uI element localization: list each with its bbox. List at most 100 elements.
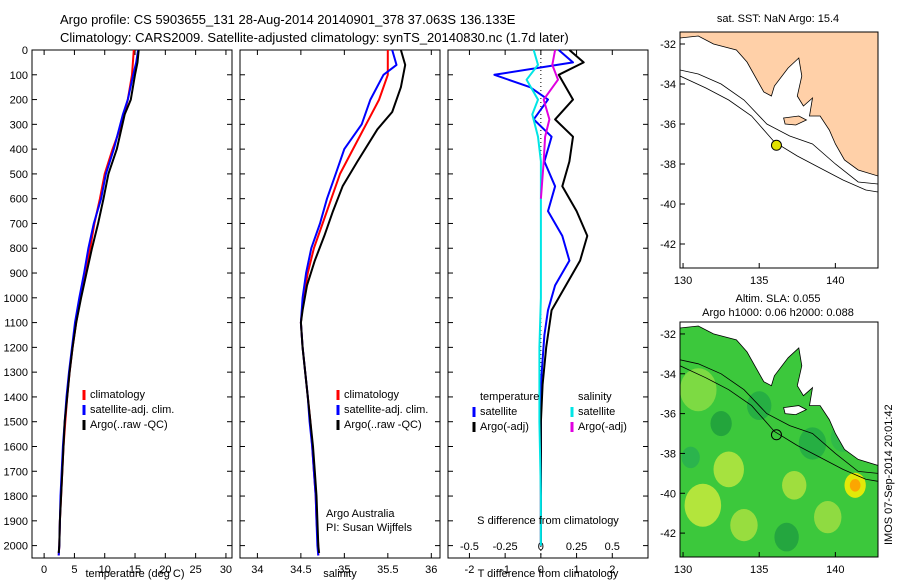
x-tick-label: 25 — [190, 564, 202, 576]
header-line-1: Argo profile: CS 5903655_131 28-Aug-2014… — [60, 12, 516, 27]
sla-anomaly-blob — [710, 411, 732, 437]
y-tick-label: 700 — [10, 218, 28, 230]
difference-top-xlabel: S difference from climatology — [477, 515, 619, 527]
sla-map-title-1: Altim. SLA: 0.055 — [736, 293, 821, 305]
y-tick-label: -42 — [660, 239, 676, 251]
top-x-tick-label: -0.25 — [493, 541, 518, 553]
y-tick-label: 1000 — [4, 293, 28, 305]
x-tick-label: 15 — [129, 564, 141, 576]
difference-panel: -2-1012-0.5-0.2500.250.5temperaturesatel… — [447, 49, 649, 576]
y-tick-label: 0 — [22, 45, 28, 57]
y-tick-label: 600 — [10, 194, 28, 206]
legend-label: satellite — [578, 406, 615, 418]
y-tick-label: 900 — [10, 268, 28, 280]
x-tick-label: -2 — [465, 564, 475, 576]
sla-anomaly-blob — [713, 451, 744, 488]
sla-anomaly-blob — [774, 522, 799, 552]
y-tick-label: 1300 — [4, 367, 28, 379]
legend-label: satellite-adj. clim. — [344, 404, 428, 416]
x-tick-label: 140 — [826, 275, 844, 287]
sla-anomaly-blob — [684, 483, 722, 527]
legend-label: satellite-adj. clim. — [90, 404, 174, 416]
sla-anomaly-blob — [798, 427, 827, 460]
temperature-xlabel: temperature (deg C) — [85, 568, 184, 580]
x-tick-label: 10 — [99, 564, 111, 576]
y-tick-label: -40 — [660, 199, 676, 211]
temperature-panel: 0100200300400500600700800900100011001200… — [4, 45, 233, 576]
plot-frame — [447, 49, 649, 559]
annotation-line-2: PI: Susan Wijffels — [326, 522, 412, 534]
sla-anomaly-blob — [730, 509, 758, 542]
legend-label: Argo(..raw -QC) — [344, 419, 422, 431]
y-tick-label: -34 — [660, 369, 676, 381]
salinity-panel: 34 34.5 35 35.5 36 climatology satellite-adj. … — [239, 49, 441, 576]
x-tick-label: 140 — [826, 564, 844, 576]
y-tick-label: 1800 — [4, 491, 28, 503]
top-x-tick-label: 0.25 — [566, 541, 587, 553]
land-mass — [680, 32, 878, 177]
y-tick-label: -38 — [660, 159, 676, 171]
y-tick-label: -38 — [660, 448, 676, 460]
salinity-xlabel: salinity — [323, 568, 357, 580]
map-frame — [679, 31, 879, 269]
series-line — [57, 49, 140, 554]
x-tick-label: 1 — [574, 564, 580, 576]
y-tick-label: 1200 — [4, 342, 28, 354]
y-tick-label: 1900 — [4, 516, 28, 528]
map-frame — [679, 321, 879, 558]
legend-label: climatology — [344, 389, 400, 401]
x-tick-label: 2 — [609, 564, 615, 576]
y-tick-label: 1400 — [4, 392, 28, 404]
top-x-tick-label: -0.5 — [460, 541, 479, 553]
x-tick-label: 5 — [71, 564, 77, 576]
x-tick-label: 0 — [538, 564, 544, 576]
sla-anomaly-blob — [814, 501, 842, 534]
x-tick-label: 0 — [41, 564, 47, 576]
kangaroo-island — [783, 405, 808, 416]
y-tick-label: -32 — [660, 329, 676, 341]
x-tick-label: 35 — [338, 564, 350, 576]
x-tick-label: 130 — [674, 564, 692, 576]
sla-map-title-2: Argo h1000: 0.06 h2000: 0.088 — [702, 307, 854, 319]
plot-frame — [239, 49, 441, 559]
land-mass — [680, 322, 878, 466]
legend-label: satellite — [480, 406, 517, 418]
bathymetry-contour — [680, 69, 878, 185]
sla-anomaly-blob — [782, 470, 807, 500]
series-line — [299, 49, 407, 554]
legend-group-title: temperature — [480, 391, 539, 403]
bathymetry-contour — [680, 365, 878, 482]
sst-map-panel: 130 135 140 -32 -34 -36 -38 -40 -42 — [660, 31, 879, 287]
y-tick-label: 1700 — [4, 466, 28, 478]
series-line — [539, 49, 589, 546]
legend-label: Argo(-adj) — [578, 421, 627, 433]
x-tick-label: -1 — [500, 564, 510, 576]
bathymetry-contour — [680, 75, 878, 193]
legend-label: climatology — [90, 389, 146, 401]
x-tick-label: 135 — [750, 564, 768, 576]
y-tick-label: 1500 — [4, 417, 28, 429]
sst-map-title: sat. SST: NaN Argo: 15.4 — [717, 13, 839, 25]
y-tick-label: -34 — [660, 79, 676, 91]
y-tick-label: -40 — [660, 488, 676, 500]
x-tick-label: 36 — [425, 564, 437, 576]
y-tick-label: 1600 — [4, 441, 28, 453]
y-tick-label: 200 — [10, 95, 28, 107]
x-tick-label: 30 — [220, 564, 232, 576]
x-tick-label: 35.5 — [377, 564, 398, 576]
y-tick-label: 2000 — [4, 541, 28, 553]
sla-anomaly-blob — [681, 446, 700, 469]
legend-group-title: salinity — [578, 391, 612, 403]
x-tick-label: 135 — [750, 275, 768, 287]
x-tick-label: 20 — [159, 564, 171, 576]
sla-anomaly-blob — [849, 479, 861, 492]
y-tick-label: -32 — [660, 39, 676, 51]
header-line-2: Climatology: CARS2009. Satellite-adjuste… — [60, 30, 569, 45]
annotation-line-1: Argo Australia — [326, 508, 395, 520]
kangaroo-island — [783, 115, 808, 126]
y-tick-label: 400 — [10, 144, 28, 156]
difference-xlabel: T difference from climatology — [478, 568, 619, 580]
y-tick-label: 300 — [10, 119, 28, 131]
bathymetry-contour — [680, 359, 878, 474]
y-tick-label: -36 — [660, 409, 676, 421]
